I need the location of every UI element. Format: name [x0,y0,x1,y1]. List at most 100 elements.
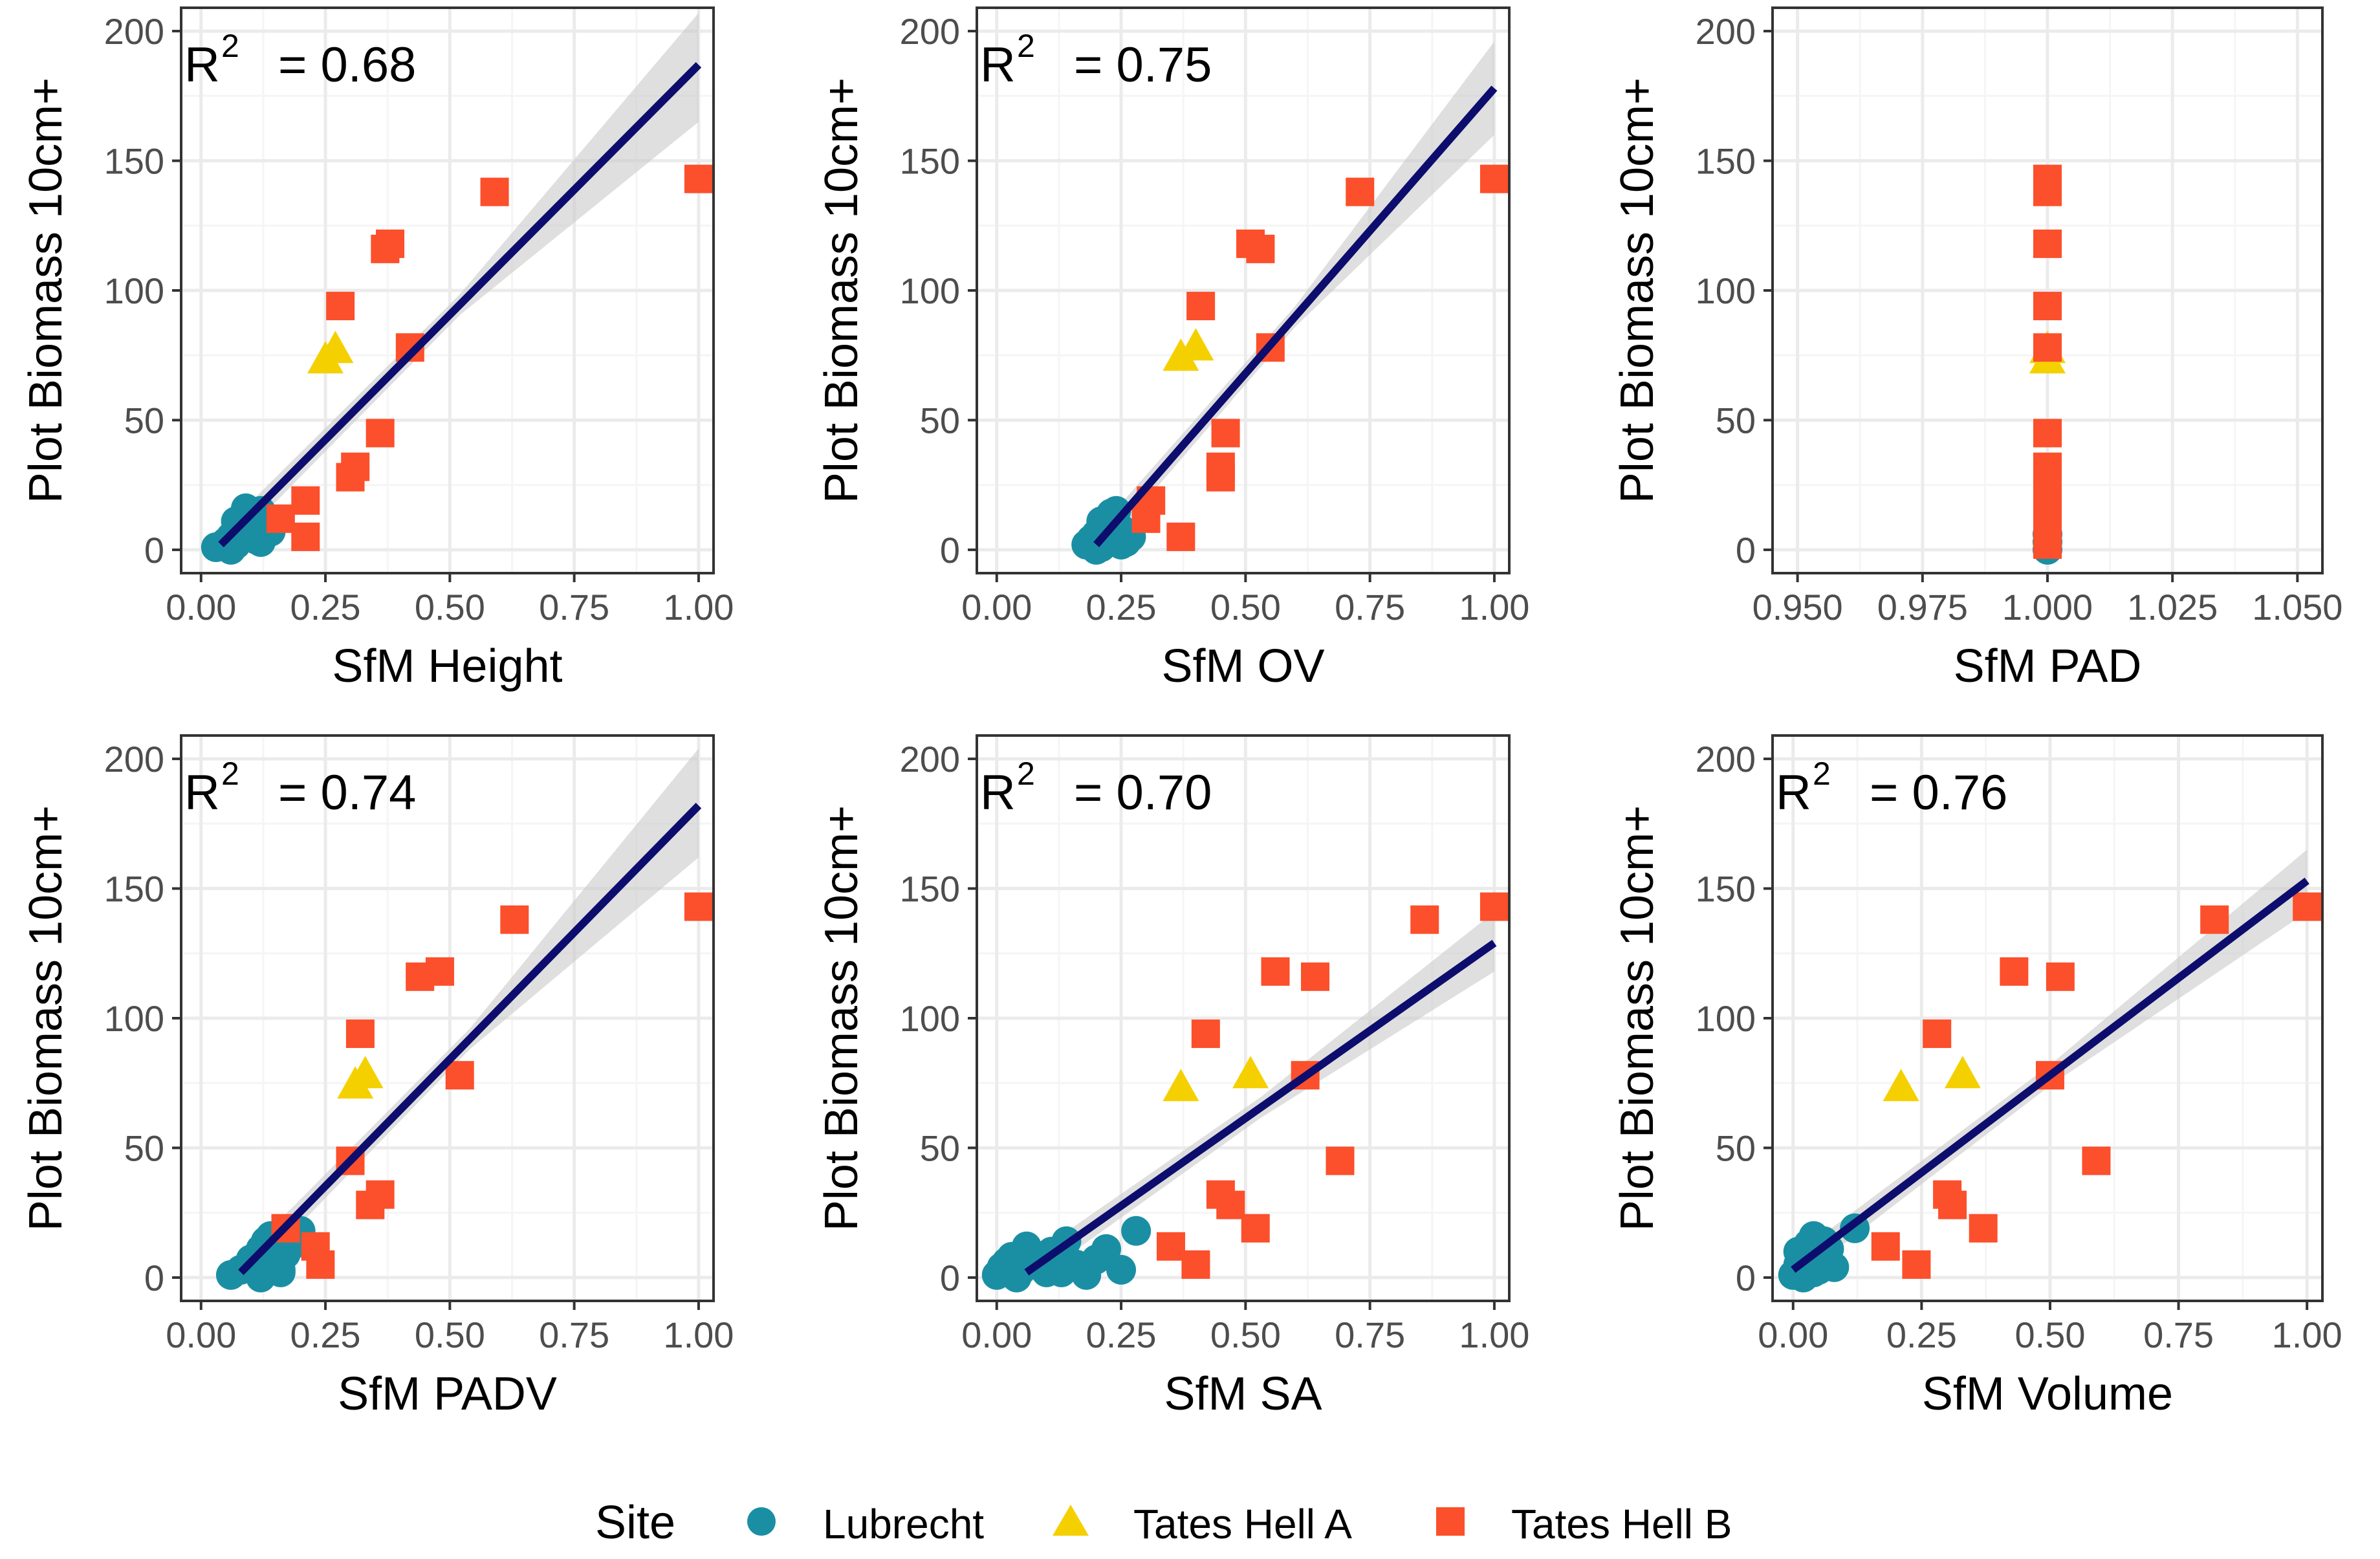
legend-tates-hell-b-label: Tates Hell B [1511,1501,1732,1547]
point-tates-hell-a [1883,1069,1919,1102]
point-tates-hell-b [406,962,435,991]
y-axis-title: Plot Biomass 10cm+ [1611,78,1663,503]
point-lubrecht [1121,1216,1152,1246]
y-tick-label: 100 [900,270,960,311]
y-tick-label: 50 [920,1128,960,1168]
y-axis-title: Plot Biomass 10cm+ [816,805,868,1231]
point-tates-hell-a [1163,1069,1199,1102]
point-tates-hell-b [2033,333,2062,362]
x-tick-label: 0.00 [166,587,236,627]
point-tates-hell-b [445,1061,474,1090]
r-squared-exponent: 2 [1017,28,1035,64]
y-tick-label: 50 [124,400,164,441]
x-tick-label: 0.975 [1877,587,1968,627]
point-tates-hell-a [1177,328,1214,361]
point-lubrecht [992,1247,1022,1277]
y-tick-label: 50 [1716,400,1756,441]
point-tates-hell-b [1186,292,1216,321]
r-squared-exponent: 2 [221,28,239,64]
point-tates-hell-b [1479,892,1509,921]
point-tates-hell-b [1246,234,1275,263]
point-tates-hell-b [1871,1232,1900,1261]
point-tates-hell-b [684,892,713,921]
point-tates-hell-b [1923,1019,1952,1049]
point-tates-hell-b [2033,292,2062,321]
point-tates-hell-b [1241,1214,1270,1243]
point-tates-hell-b [345,1019,375,1049]
point-lubrecht [265,1254,296,1285]
x-tick-label: 0.00 [166,1314,236,1355]
y-tick-label: 100 [104,998,164,1039]
x-tick-label: 0.25 [1086,587,1157,627]
y-tick-label: 200 [104,739,164,780]
y-tick-label: 0 [1736,1258,1756,1298]
y-tick-label: 150 [1696,141,1756,182]
y-tick-label: 200 [900,739,960,780]
x-tick-label: 0.25 [290,1314,361,1355]
x-tick-label: 0.00 [961,1314,1032,1355]
x-axis-title: SfM SA [1164,1368,1322,1420]
x-tick-label: 0.75 [2143,1314,2214,1355]
point-tates-hell-b [1346,177,1375,206]
y-axis-title: Plot Biomass 10cm+ [1611,805,1663,1231]
point-tates-hell-b [480,177,509,206]
legend-title: Site [595,1497,675,1549]
x-tick-label: 0.50 [415,587,485,627]
point-tates-hell-b [2000,957,2029,986]
point-tates-hell-b [1261,957,1290,986]
panel-4: 0.00 0.25 0.50 0.75 1.00 0 50 100 150 200 SfM PADV… [20,734,734,1420]
y-tick-label: 200 [1696,739,1756,780]
x-tick-label: 0.00 [961,587,1032,627]
x-tick-label: 0.25 [1086,1314,1157,1355]
y-tick-label: 100 [1696,270,1756,311]
panel-1: 0.00 0.25 0.50 0.75 1.00 0 50 100 150 200 SfM Heig… [20,6,734,692]
legend-lubrecht-label: Lubrecht [823,1501,984,1547]
point-tates-hell-b [2033,177,2062,206]
point-tates-hell-a [1232,1056,1269,1089]
r-squared-symbol: R [980,765,1016,820]
x-tick-label: 1.050 [2252,587,2342,627]
point-tates-hell-a [317,331,354,364]
r-squared-exponent: 2 [1813,756,1831,792]
point-tates-hell-b [2082,1146,2111,1175]
point-tates-hell-b [2033,229,2062,258]
point-tates-hell-b [2033,530,2062,559]
x-tick-label: 1.00 [663,1314,734,1355]
legend-tates-hell-a-key [1053,1505,1089,1536]
point-tates-hell-b [371,234,400,263]
y-tick-label: 50 [1716,1128,1756,1168]
point-tates-hell-b [1326,1146,1355,1175]
y-tick-label: 150 [104,869,164,910]
x-tick-label: 1.000 [2002,587,2093,627]
point-lubrecht [1091,1234,1121,1264]
y-tick-label: 200 [900,11,960,52]
point-tates-hell-b [1166,522,1195,551]
x-tick-label: 1.00 [1459,587,1529,627]
y-tick-label: 100 [900,998,960,1039]
point-tates-hell-b [1211,419,1240,448]
point-tates-hell-b [1131,504,1161,533]
r-squared-value: = 0.70 [1074,765,1212,820]
panel-5: 0.00 0.25 0.50 0.75 1.00 0 50 100 150 200 SfM SA Pl… [816,734,1529,1420]
point-lubrecht [1046,1257,1076,1287]
panel-3: 0.950 0.975 1.000 1.025 1.050 0 50 100 150 200 SfM… [1611,6,2342,692]
x-tick-label: 0.50 [415,1314,485,1355]
point-tates-hell-b [1301,962,1330,991]
point-tates-hell-b [291,522,320,551]
point-tates-hell-b [1181,1250,1210,1279]
y-tick-label: 0 [144,1258,164,1298]
r-squared-exponent: 2 [221,756,239,792]
point-tates-hell-b [266,504,295,533]
x-tick-label: 1.00 [2272,1314,2342,1355]
point-tates-hell-b [2293,892,2322,921]
x-tick-label: 0.00 [1758,1314,1828,1355]
point-tates-hell-b [1902,1250,1931,1279]
point-tates-hell-b [2033,419,2062,448]
point-tates-hell-b [500,905,529,934]
regression-line [1093,85,1498,547]
x-axis-title: SfM OV [1161,640,1324,692]
regression-line [1791,877,2309,1273]
r-squared-value: = 0.74 [278,765,416,820]
y-axis-title: Plot Biomass 10cm+ [816,78,868,503]
point-tates-hell-b [326,292,355,321]
